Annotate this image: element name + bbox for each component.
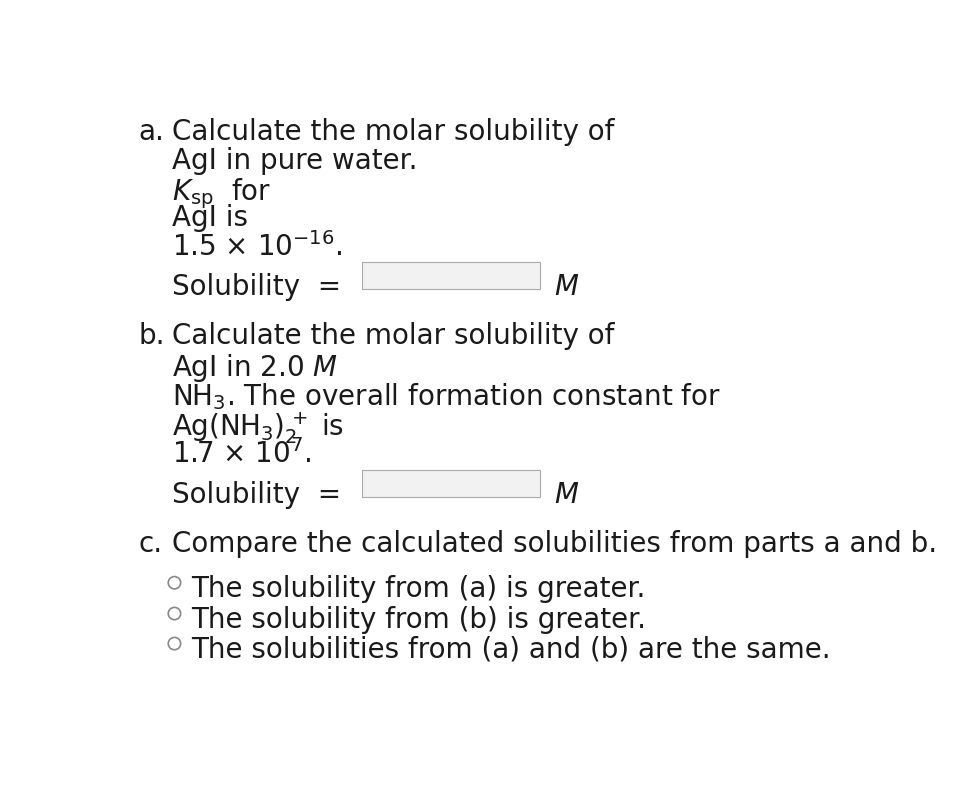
Text: NH$_3$. The overall formation constant for: NH$_3$. The overall formation constant f… — [172, 381, 721, 412]
Text: 1.5 × 10$^{-16}$.: 1.5 × 10$^{-16}$. — [172, 232, 343, 262]
Text: b.: b. — [139, 322, 166, 351]
Text: Ag(NH$_3$)$_2^{\,+}$ is: Ag(NH$_3$)$_2^{\,+}$ is — [172, 411, 344, 446]
FancyBboxPatch shape — [362, 470, 541, 497]
Text: $M$: $M$ — [554, 273, 580, 301]
Text: 1.7 × 10$^7$.: 1.7 × 10$^7$. — [172, 439, 312, 469]
Text: AgI is: AgI is — [172, 204, 248, 232]
Text: Calculate the molar solubility of: Calculate the molar solubility of — [172, 117, 615, 146]
Text: The solubilities from (a) and (b) are the same.: The solubilities from (a) and (b) are th… — [192, 636, 831, 663]
Text: AgI in pure water.: AgI in pure water. — [172, 147, 418, 175]
Text: $K_{\mathregular{sp}}$  for: $K_{\mathregular{sp}}$ for — [172, 177, 272, 210]
Text: Calculate the molar solubility of: Calculate the molar solubility of — [172, 322, 615, 351]
Text: Solubility  =: Solubility = — [172, 273, 341, 301]
Text: The solubility from (b) is greater.: The solubility from (b) is greater. — [192, 606, 647, 634]
Text: AgI in 2.0 $M$: AgI in 2.0 $M$ — [172, 351, 338, 384]
FancyBboxPatch shape — [362, 262, 541, 289]
Text: $M$: $M$ — [554, 481, 580, 509]
Text: The solubility from (a) is greater.: The solubility from (a) is greater. — [192, 575, 646, 603]
Text: a.: a. — [139, 117, 165, 146]
Text: c.: c. — [139, 530, 163, 559]
Text: Solubility  =: Solubility = — [172, 481, 341, 509]
Text: Compare the calculated solubilities from parts a and b.: Compare the calculated solubilities from… — [172, 530, 937, 559]
